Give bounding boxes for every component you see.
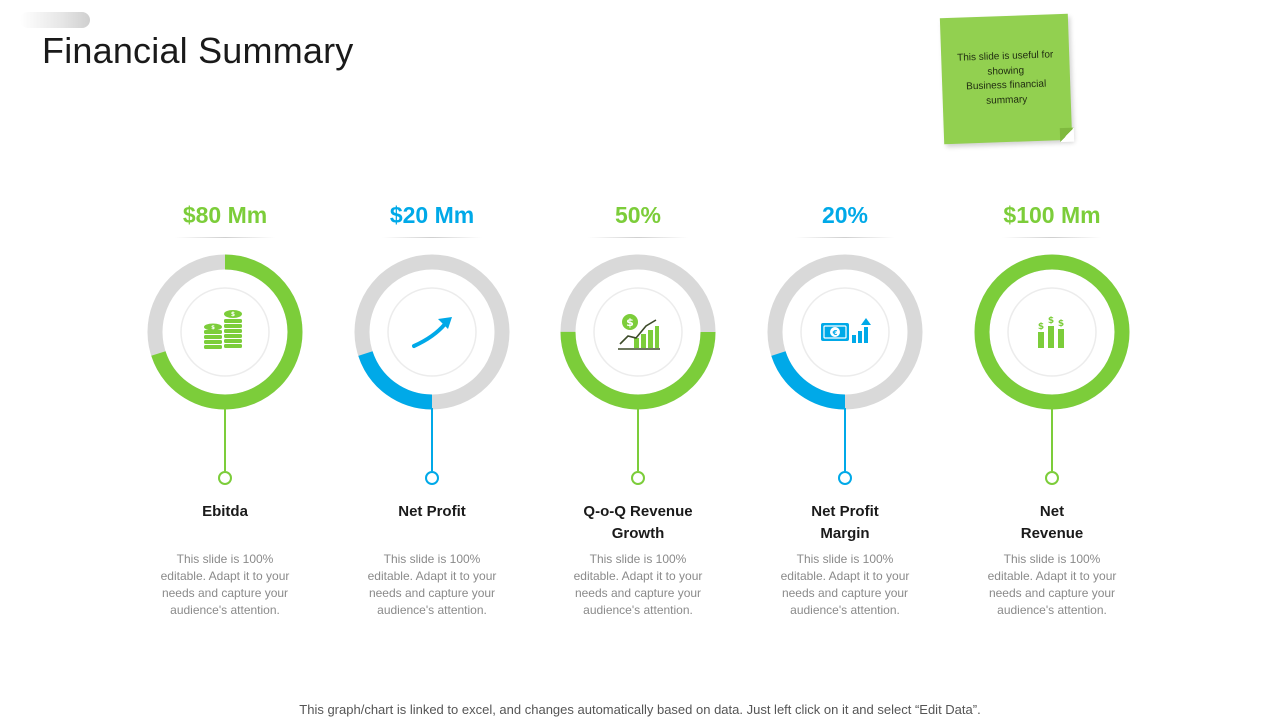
- connector-dot: [838, 471, 852, 485]
- metric-card: $20 Mm Net Profit This slide is 100% edi…: [332, 198, 532, 648]
- metric-description: This slide is 100% editable. Adapt it to…: [780, 552, 910, 617]
- connector-line: [431, 408, 433, 471]
- banknote-chart-icon: €: [821, 318, 871, 343]
- connector-dot: [1045, 471, 1059, 485]
- connector-line: [637, 408, 639, 471]
- metric-label: Ebitda: [202, 503, 248, 520]
- svg-text:$: $: [1048, 316, 1054, 326]
- svg-text:$: $: [231, 311, 235, 318]
- connector-line: [224, 408, 226, 471]
- svg-text:€: €: [832, 329, 838, 337]
- ring-inner-disc: [387, 287, 477, 377]
- ring-progress: [354, 254, 510, 410]
- progress-ring: €: [767, 254, 923, 410]
- value-divider: [588, 237, 688, 238]
- metric-value: $80 Mm: [182, 202, 268, 228]
- ring-progress: [147, 254, 303, 410]
- progress-ring: $: [560, 254, 716, 410]
- dollar-growth-chart-icon: $: [618, 314, 660, 350]
- metric-description: This slide is 100% editable. Adapt it to…: [160, 552, 290, 617]
- ring-progress: [974, 254, 1130, 410]
- metric-card: $80 Mm $ $ Ebitda Thi: [125, 198, 325, 648]
- dollar-bars-icon: $ $ $: [1038, 316, 1064, 348]
- connector-dot: [425, 471, 439, 485]
- svg-text:$: $: [1038, 322, 1044, 332]
- progress-ring: $ $: [147, 254, 303, 410]
- page-title: Financial Summary: [42, 30, 354, 71]
- connector-line: [844, 408, 846, 471]
- metric-label: Q-o-Q Revenue Growth: [583, 503, 693, 542]
- metric-card: 50% $ Q-o-Q Revenue Growth This slide is…: [538, 198, 738, 648]
- footer-note: This graph/chart is linked to excel, and…: [299, 702, 981, 717]
- progress-ring: $ $ $: [974, 254, 1130, 410]
- coins-stack-icon: $ $: [204, 310, 242, 349]
- value-divider: [795, 237, 895, 238]
- value-divider: [1002, 237, 1102, 238]
- metric-label: Net Profit Margin: [811, 503, 879, 542]
- metric-value: 20%: [821, 202, 869, 228]
- metric-card: 20% € Net Profit Margin This slide is 10…: [745, 198, 945, 648]
- progress-ring: [354, 254, 510, 410]
- metric-label: Net Revenue: [1020, 503, 1084, 542]
- connector-dot: [218, 471, 232, 485]
- metric-description: This slide is 100% editable. Adapt it to…: [987, 552, 1117, 617]
- growth-arrow-icon: [412, 317, 452, 348]
- metric-value: 50%: [614, 202, 662, 228]
- metric-description: This slide is 100% editable. Adapt it to…: [367, 552, 497, 617]
- metric-label: Net Profit: [398, 503, 466, 520]
- value-divider: [175, 237, 275, 238]
- top-decoration-bar: [20, 12, 90, 28]
- connector-line: [1051, 408, 1053, 471]
- metric-value: $100 Mm: [1003, 202, 1101, 228]
- svg-text:$: $: [626, 316, 634, 329]
- metric-card: $100 Mm $ $ $ Net Revenue This slide is 10…: [952, 198, 1152, 648]
- metric-value: $20 Mm: [389, 202, 475, 228]
- value-divider: [382, 237, 482, 238]
- ring-progress: [560, 254, 716, 410]
- ring-progress: [767, 254, 923, 410]
- metric-description: This slide is 100% editable. Adapt it to…: [573, 552, 703, 617]
- svg-text:$: $: [211, 325, 215, 331]
- ring-inner-disc: [593, 287, 683, 377]
- connector-dot: [631, 471, 645, 485]
- svg-text:$: $: [1058, 319, 1064, 329]
